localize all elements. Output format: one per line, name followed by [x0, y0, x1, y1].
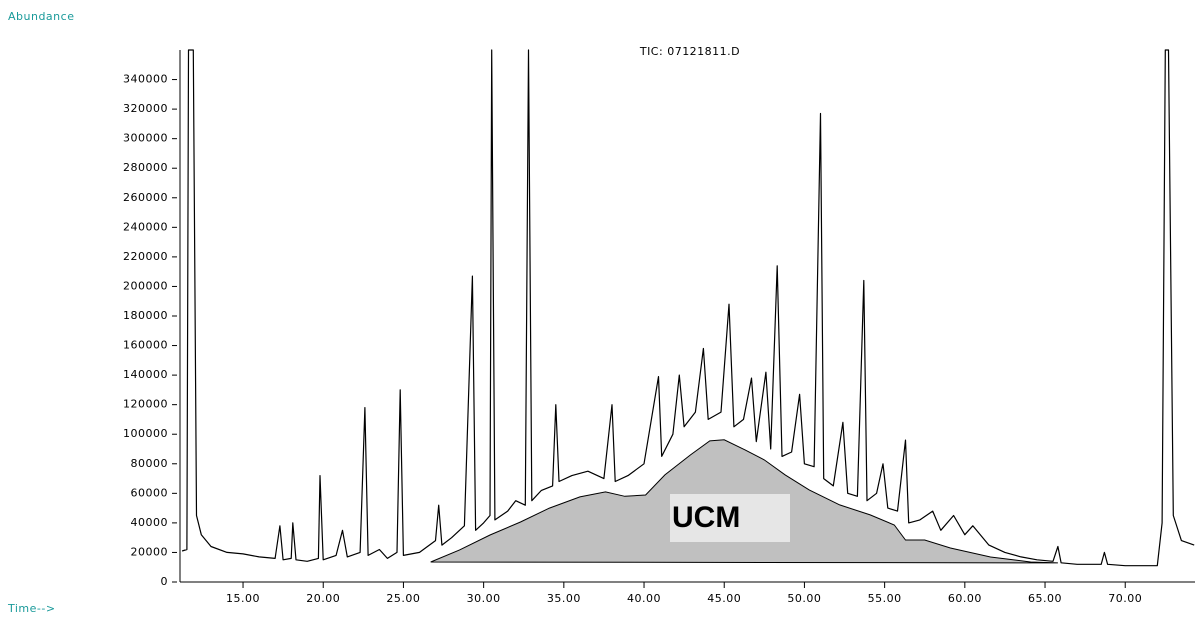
y-tick-label: 40000 — [131, 516, 169, 529]
y-axis-title: Abundance — [8, 10, 74, 23]
x-tick-label: 55.00 — [868, 592, 902, 605]
x-tick-label: 30.00 — [467, 592, 501, 605]
x-tick-label: 35.00 — [547, 592, 581, 605]
label-box — [670, 494, 790, 542]
y-tick-label: 340000 — [123, 73, 168, 86]
y-tick-label: 0 — [161, 575, 169, 588]
x-tick-label: 65.00 — [1028, 592, 1062, 605]
y-tick-label: 260000 — [123, 191, 168, 204]
y-tick-label: 160000 — [123, 339, 168, 352]
area-label: UCM — [672, 501, 740, 534]
y-tick-label: 320000 — [123, 102, 168, 115]
y-tick-label: 180000 — [123, 309, 168, 322]
y-tick-label: 240000 — [123, 220, 168, 233]
x-tick-label: 20.00 — [306, 592, 340, 605]
y-tick-label: 220000 — [123, 250, 168, 263]
x-tick-label: 45.00 — [707, 592, 741, 605]
x-tick-label: 40.00 — [627, 592, 661, 605]
chart-title: TIC: 07121811.D — [639, 45, 740, 58]
y-tick-label: 280000 — [123, 161, 168, 174]
tic-trace — [181, 49, 1195, 567]
x-tick-label: 70.00 — [1108, 592, 1142, 605]
y-tick-label: 100000 — [123, 427, 168, 440]
y-tick-label: 140000 — [123, 368, 168, 381]
y-tick-label: 80000 — [131, 457, 169, 470]
x-tick-label: 50.00 — [787, 592, 821, 605]
y-tick-label: 60000 — [131, 486, 169, 499]
y-tick-label: 200000 — [123, 279, 168, 292]
x-tick-label: 60.00 — [948, 592, 982, 605]
x-axis-title: Time--> — [7, 602, 56, 615]
x-tick-label: 15.00 — [226, 592, 260, 605]
y-tick-label: 20000 — [131, 545, 169, 558]
y-tick-label: 300000 — [123, 132, 168, 145]
y-tick-label: 120000 — [123, 398, 168, 411]
x-tick-label: 25.00 — [386, 592, 420, 605]
